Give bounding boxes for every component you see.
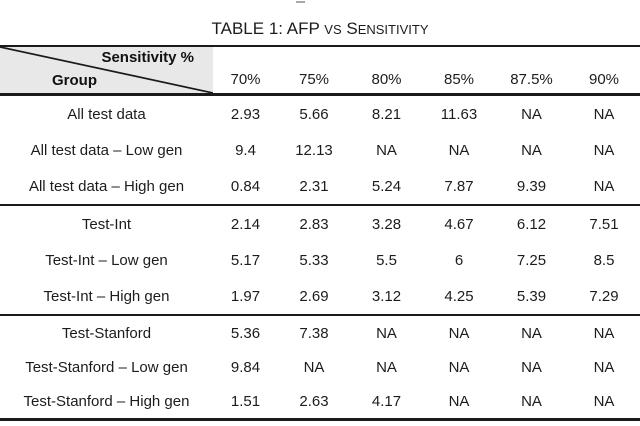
column-header-70: 70% xyxy=(230,71,261,88)
cell-value: NA xyxy=(593,177,615,195)
row-label: Test-Int – Low gen xyxy=(45,251,168,269)
diagonal-divider-line xyxy=(0,47,213,93)
cell-value: NA xyxy=(376,141,397,159)
cell-value: 3.12 xyxy=(371,287,402,305)
table-row: All test data – Low gen 9.4 12.13 NA NA … xyxy=(0,132,640,168)
cell-value: 2.93 xyxy=(230,105,261,123)
cell-value: NA xyxy=(593,358,615,376)
row-label: Test-Stanford – High gen xyxy=(23,392,190,410)
row-label: All test data – High gen xyxy=(28,177,185,195)
cell-value: 9.4 xyxy=(235,141,256,159)
cell-value: 2.31 xyxy=(299,177,329,195)
row-label: Test-Stanford xyxy=(61,324,152,342)
cell-value: NA xyxy=(448,141,470,159)
cell-value: NA xyxy=(521,392,542,410)
cell-value: 6 xyxy=(454,251,464,269)
group-test-stanford: Test-Stanford 5.36 7.38 NA NA NA NA Test… xyxy=(0,316,640,421)
page-edge-artifact xyxy=(296,1,305,3)
cell-value: NA xyxy=(376,324,397,342)
cell-value: 2.14 xyxy=(230,215,261,233)
table-title-subject-rest: ENSITIVITY xyxy=(357,22,429,37)
column-header-75: 75% xyxy=(298,71,330,88)
cell-value: 2.69 xyxy=(299,287,329,305)
cell-value: 7.38 xyxy=(299,324,329,342)
column-header-85: 85% xyxy=(443,71,475,88)
cell-value: 5.66 xyxy=(299,105,329,123)
cell-value: 11.63 xyxy=(440,105,478,123)
column-header-90: 90% xyxy=(588,71,620,88)
table-title: TABLE 1: AFP VS SENSITIVITY xyxy=(0,17,640,41)
table-corner-cell: Sensitivity % Group xyxy=(0,47,213,93)
cell-value: 2.83 xyxy=(299,215,329,233)
cell-value: 4.17 xyxy=(371,392,402,410)
cell-value: 1.51 xyxy=(230,392,261,410)
column-header-80: 80% xyxy=(371,71,402,88)
table-row: Test-Stanford 5.36 7.38 NA NA NA NA xyxy=(0,316,640,350)
cell-value: NA xyxy=(521,358,542,376)
cell-value: NA xyxy=(448,358,470,376)
table-row: Test-Int – High gen 1.97 2.69 3.12 4.25 … xyxy=(0,278,640,314)
table-row: All test data 2.93 5.66 8.21 11.63 NA NA xyxy=(0,96,640,132)
cell-value: 3.28 xyxy=(371,215,402,233)
group-test-int: Test-Int 2.14 2.83 3.28 4.67 6.12 7.51 T… xyxy=(0,206,640,316)
cell-value: 5.24 xyxy=(371,177,402,195)
cell-value: 4.67 xyxy=(444,215,474,233)
cell-value: 9.84 xyxy=(230,358,261,376)
cell-value: 6.12 xyxy=(516,215,547,233)
cell-value: 1.97 xyxy=(230,287,261,305)
column-header-87-5: 87.5% xyxy=(510,71,553,88)
cell-value: NA xyxy=(376,358,397,376)
table-row: Test-Stanford – Low gen 9.84 NA NA NA NA… xyxy=(0,350,640,384)
cell-value: 5.17 xyxy=(230,251,261,269)
cell-value: NA xyxy=(448,324,470,342)
cell-value: NA xyxy=(521,324,542,342)
table-header-row: Sensitivity % Group 70% 75% 80% 85% 87.5… xyxy=(0,47,640,96)
cell-value: 5.5 xyxy=(376,251,397,269)
table-row: Test-Stanford – High gen 1.51 2.63 4.17 … xyxy=(0,384,640,418)
row-label: Test-Int – High gen xyxy=(43,287,170,305)
cell-value: 2.63 xyxy=(299,392,329,410)
cell-value: 5.36 xyxy=(230,324,261,342)
cell-value: 0.84 xyxy=(230,177,261,195)
cell-value: 7.51 xyxy=(589,215,619,233)
cell-value: 7.87 xyxy=(444,177,474,195)
cell-value: 9.39 xyxy=(516,177,547,195)
group-all-test-data: All test data 2.93 5.66 8.21 11.63 NA NA… xyxy=(0,96,640,206)
row-label: All test data – Low gen xyxy=(30,141,183,159)
row-label: Test-Stanford – Low gen xyxy=(25,358,188,376)
corner-label-sensitivity: Sensitivity % xyxy=(101,49,194,66)
cell-value: 7.25 xyxy=(516,251,547,269)
cell-value: NA xyxy=(303,358,325,376)
cell-value: 12.13 xyxy=(295,141,333,159)
cell-value: 8.21 xyxy=(371,105,402,123)
cell-value: 4.25 xyxy=(444,287,474,305)
cell-value: NA xyxy=(521,105,542,123)
corner-label-group: Group xyxy=(52,72,97,89)
table-row: Test-Int – Low gen 5.17 5.33 5.5 6 7.25 … xyxy=(0,242,640,278)
table-title-vs: VS xyxy=(324,22,342,37)
cell-value: NA xyxy=(448,392,470,410)
table-row: Test-Int 2.14 2.83 3.28 4.67 6.12 7.51 xyxy=(0,206,640,242)
cell-value: NA xyxy=(593,141,615,159)
cell-value: 5.39 xyxy=(516,287,547,305)
row-label: Test-Int xyxy=(81,215,132,233)
table-title-prefix: TABLE 1: AFP xyxy=(211,19,320,38)
table-title-subject-initial: S xyxy=(346,19,358,38)
cell-value: 5.33 xyxy=(299,251,329,269)
cell-value: 8.5 xyxy=(593,251,615,269)
afp-sensitivity-table: Sensitivity % Group 70% 75% 80% 85% 87.5… xyxy=(0,45,640,421)
cell-value: NA xyxy=(521,141,542,159)
row-label: All test data xyxy=(67,105,146,123)
cell-value: NA xyxy=(593,392,615,410)
cell-value: NA xyxy=(593,105,615,123)
cell-value: NA xyxy=(593,324,615,342)
table-row: All test data – High gen 0.84 2.31 5.24 … xyxy=(0,168,640,204)
cell-value: 7.29 xyxy=(589,287,619,305)
